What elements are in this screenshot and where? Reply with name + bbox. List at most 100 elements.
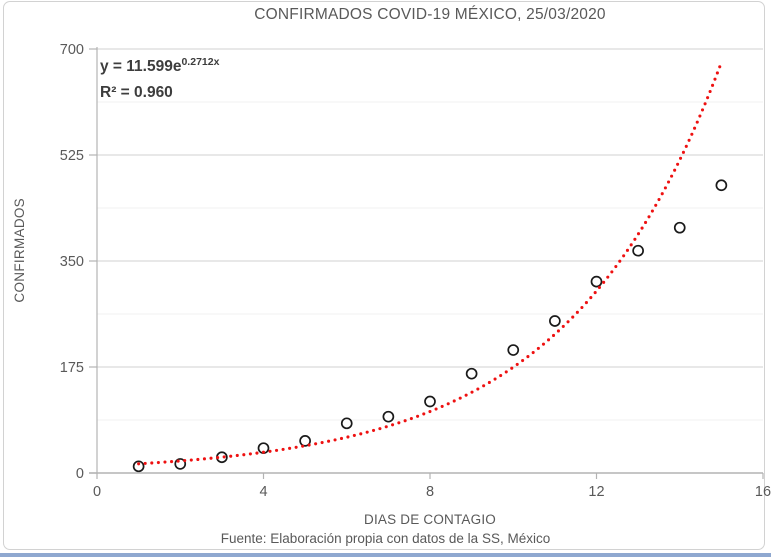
trendline-dot [693,126,697,130]
trendline-dot [275,448,279,452]
trendline-dot [183,459,187,463]
trendline-dot [156,460,160,465]
trendline-dot [487,380,491,384]
trendline-dot [606,275,610,279]
trendline-dot [384,425,388,429]
trendline-dot [614,265,618,269]
x-tick-label: 12 [588,484,604,500]
trendline-dot [314,442,318,446]
trendline-dot [647,215,651,219]
trendline-dot [359,432,363,436]
bottom-accent-bar [0,553,771,557]
trendline-dot [163,460,167,464]
trendline-dot [150,461,154,465]
data-point [132,460,145,473]
trendline-dot [470,390,474,394]
trendline-dot [676,162,680,166]
trendline-dot [476,387,480,391]
trendline-dot [654,203,658,207]
chart-frame [3,1,765,550]
trendline-dot [235,453,239,458]
trendline-dot [706,96,710,100]
trendline-dot [288,446,292,450]
trendline-dot [482,384,486,388]
trendline-dot [711,83,715,87]
data-point [507,344,520,356]
trendline-dot [715,71,719,75]
trendline-dot [409,416,413,421]
trendline-dot [618,259,622,263]
y-tick-label: 350 [60,254,84,270]
trendline-dot [422,412,426,416]
trendline-dot [333,438,337,442]
trendline-dot [307,443,311,447]
trendline-dot [242,453,246,457]
trendline-dot [629,243,633,247]
trendline-dot [143,461,147,465]
trendline-dot [446,402,450,406]
data-point [299,435,311,447]
trendline-dot [521,359,525,363]
trendline-dot [708,89,712,94]
trendline-dot [684,144,688,148]
trendline-dot [464,393,468,397]
trendline-dot [493,377,497,381]
trendline-dot [261,450,266,454]
data-point [673,221,686,234]
trendline-dot [546,338,551,342]
trendline-dot [695,120,699,124]
data-point [590,275,603,288]
trendline-dot [531,350,535,355]
trendline-dot [622,254,626,258]
trendline-dot [650,209,654,213]
trendline-dot [170,460,174,464]
trendline-dot [339,436,344,440]
trendline-dot [526,355,530,359]
trendline-dot [294,445,298,449]
data-point [549,315,561,327]
data-point [632,244,644,257]
trendline-dot [510,366,514,370]
trendline-dot [416,414,420,418]
trendline-dot [541,342,546,346]
trendline-dot [504,370,508,374]
trendline-dot [222,455,226,459]
trendline-dot [391,423,395,427]
data-point [465,367,478,380]
trendline-dot [301,444,305,448]
trendline-equation-box: y = 11.599e0.2712x R² = 0.960 [100,49,219,106]
data-point [382,410,395,423]
trendline-dot [690,132,694,136]
r-squared-label: R² = 0.960 [100,84,173,102]
trendline-dot [365,430,369,434]
trendline-dot [670,174,674,178]
trendline-dot [281,447,285,451]
trendline-equation: y = 11.599e0.2712x [100,56,220,76]
trendline-dot [566,320,570,324]
trendline-dot [657,197,661,202]
x-tick-label: 8 [426,484,434,500]
trendline-dot [458,396,462,400]
trendline-dot [597,285,601,290]
data-point [340,417,353,430]
trendline-dot [176,459,180,463]
data-point [715,179,728,192]
trendline-dot [640,226,644,230]
trendline-dot [556,329,560,333]
trendline-dot [633,237,637,241]
trendline-dot [575,310,579,314]
trendline-dot [352,433,356,437]
trendline-dot [663,186,667,190]
trendline-dot [209,456,213,460]
x-tick-label: 16 [755,484,771,500]
trendline-dot [202,457,206,461]
trendline-dot [320,440,324,445]
trendline-dot [718,65,722,69]
trendline-dot [397,421,401,425]
trendline-dot [440,404,444,408]
trendline-dot [589,296,593,300]
trendline-dot [216,456,220,460]
y-tick-label: 175 [60,360,84,376]
trendline-dot [593,291,597,295]
